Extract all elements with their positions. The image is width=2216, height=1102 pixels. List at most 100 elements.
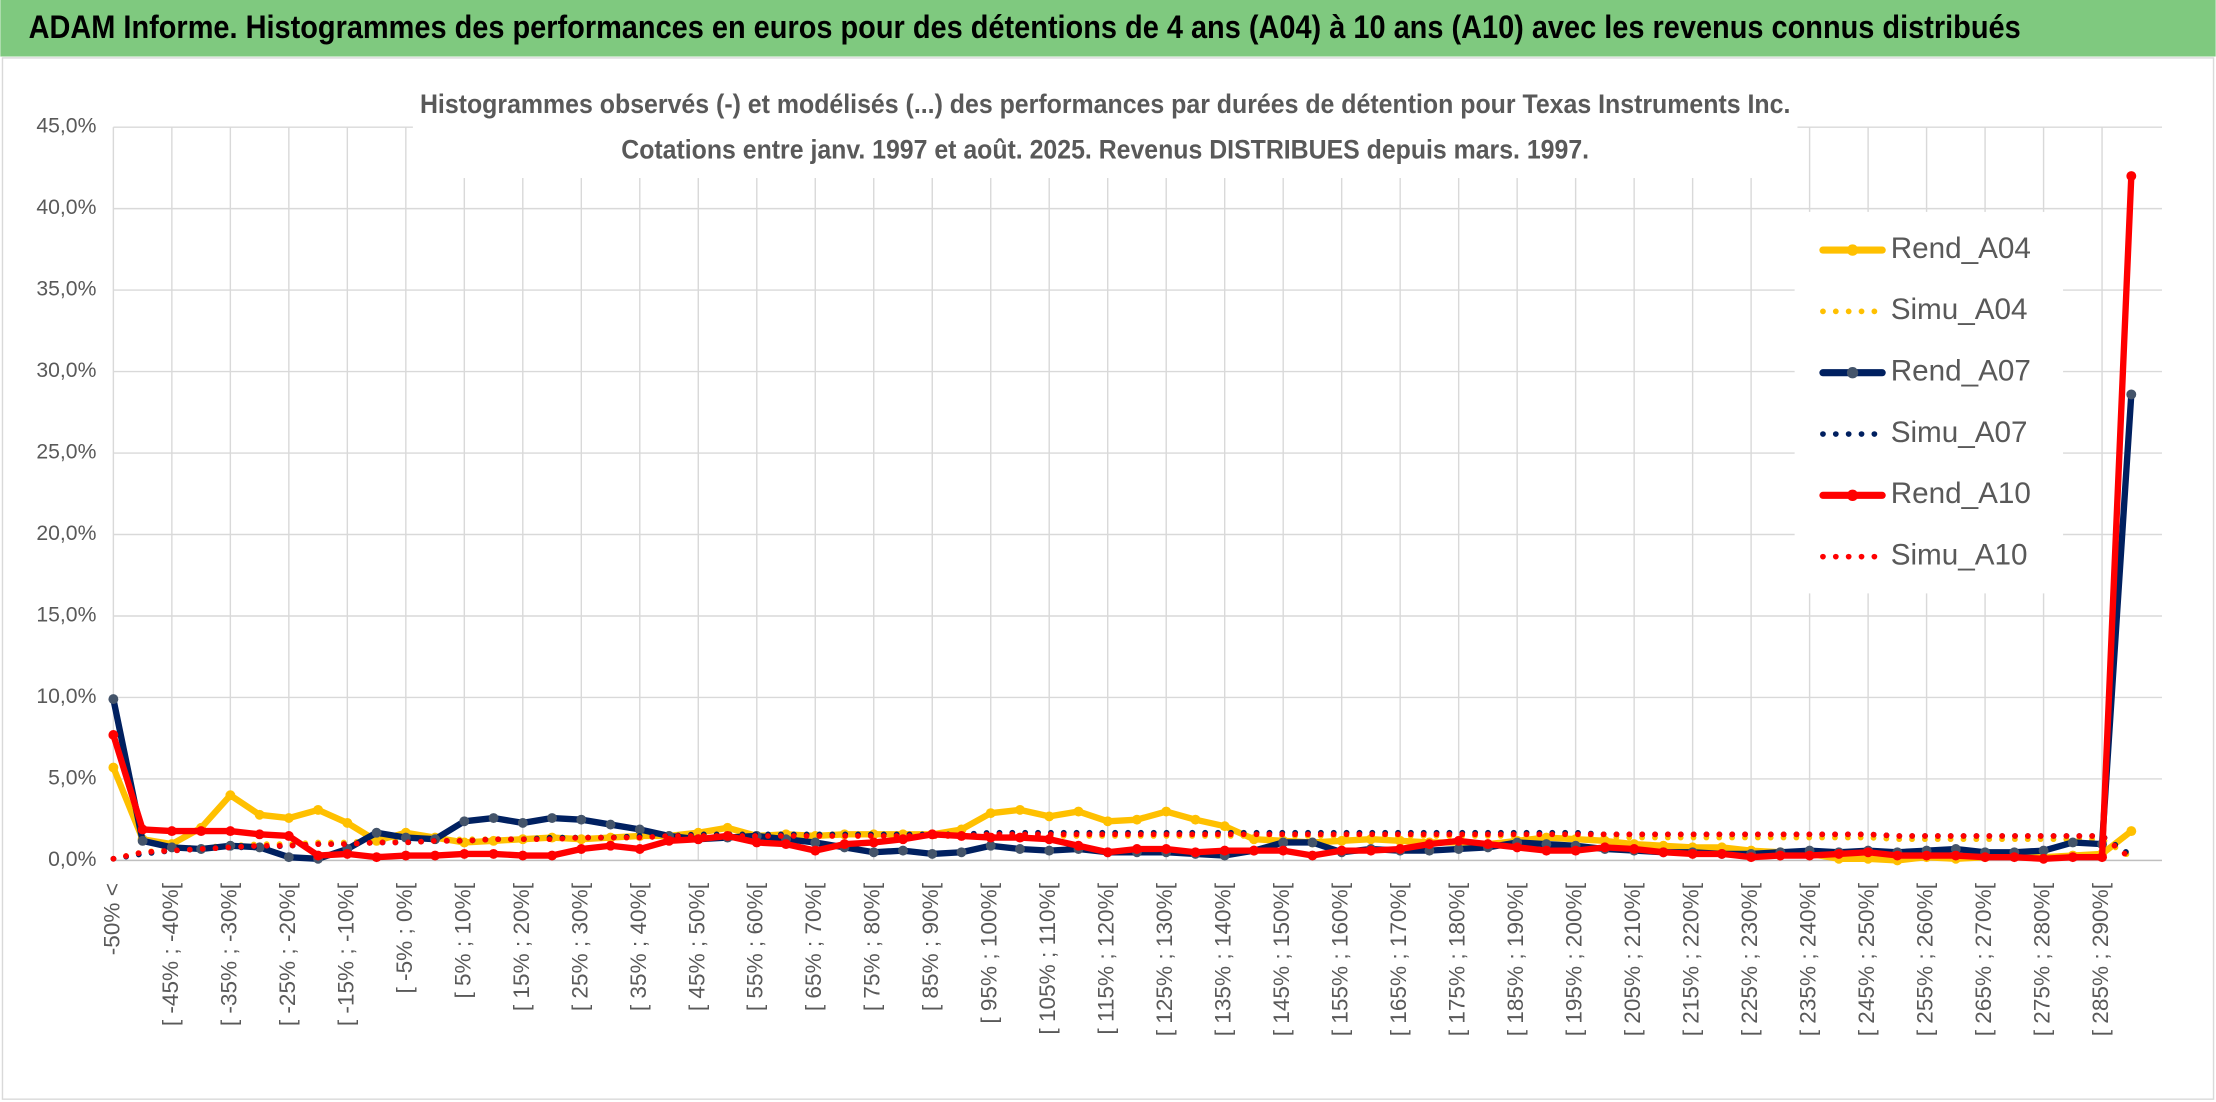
point: [313, 850, 324, 861]
point: [283, 813, 294, 823]
x-tick-label: [ -5% ; 0%[: [392, 882, 417, 993]
x-tick-label: [ 55% ; 60%[: [743, 882, 768, 1011]
legend-marker: [1846, 367, 1859, 379]
point: [1132, 814, 1142, 825]
point: [1658, 847, 1669, 858]
x-tick-label: [ 185% ; 190%[: [1503, 882, 1528, 1036]
point: [576, 834, 587, 845]
x-tick-label: [ 75% ; 80%[: [860, 882, 885, 1011]
y-tick-label: 15,0%: [36, 604, 96, 627]
point: [781, 839, 791, 850]
point: [1190, 847, 1201, 858]
point: [868, 847, 879, 858]
point: [1453, 844, 1464, 854]
x-tick-label: [ -45% ; -40%[: [158, 882, 183, 1026]
point: [839, 839, 850, 850]
x-tick-label: [ 125% ; 130%[: [1152, 882, 1177, 1036]
x-tick-label: [ 85% ; 90%[: [918, 882, 943, 1011]
point: [1395, 844, 1406, 854]
plot: 0,0% 5,0% 10,0% 15,0% 20,0% 25,0% 30,0% 35,0% 40…: [36, 115, 2162, 1036]
legend-label: Rend_A04: [1891, 232, 2031, 265]
point: [137, 824, 148, 835]
y-tick-label: 40,0%: [36, 196, 96, 219]
x-tick-label: [ 105% ; 110%[: [1035, 882, 1060, 1034]
point: [1336, 835, 1347, 846]
point: [1424, 839, 1435, 850]
point: [576, 814, 587, 825]
point: [371, 827, 382, 838]
title-bar: [0, 0, 2216, 57]
point: [1950, 850, 1961, 861]
point: [225, 826, 236, 837]
point: [547, 813, 557, 823]
point: [1044, 845, 1055, 856]
point: [1102, 847, 1113, 858]
y-tick-label: 10,0%: [36, 685, 96, 708]
point: [1248, 845, 1259, 856]
chart-subtitle: Cotations entre janv. 1997 et août. 2025…: [621, 134, 1589, 164]
page-title: ADAM Informe. Histogrammes des performan…: [29, 9, 2021, 45]
point: [2067, 852, 2078, 863]
point: [1278, 837, 1289, 848]
point: [2038, 853, 2049, 864]
point: [196, 826, 207, 837]
point: [1161, 844, 1172, 854]
y-tick-label: 20,0%: [36, 522, 96, 545]
point: [1775, 850, 1786, 861]
point: [1044, 811, 1055, 822]
point: [108, 762, 119, 773]
x-tick-label: [ 95% ; 100%[: [977, 882, 1002, 1023]
point: [1015, 844, 1025, 854]
legend-label: Rend_A07: [1891, 355, 2031, 388]
point: [1219, 821, 1230, 832]
point: [2067, 837, 2078, 848]
point: [371, 852, 382, 863]
point: [1716, 848, 1727, 859]
x-tick-label: [ 115% ; 120%[: [1094, 882, 1119, 1034]
model-line: [110, 831, 2135, 862]
point: [1863, 847, 1874, 858]
point: [1892, 850, 1903, 861]
point: [1833, 848, 1844, 859]
point: [898, 845, 908, 856]
x-tick-label: [ 195% ; 200%[: [1562, 882, 1587, 1036]
x-tick-label: [ 165% ; 170%[: [1386, 882, 1411, 1036]
x-tick-label: [ -15% ; -10%[: [333, 882, 358, 1026]
point: [605, 840, 616, 851]
point: [605, 819, 616, 830]
point: [956, 847, 967, 858]
point: [2038, 845, 2049, 856]
point: [1512, 842, 1523, 853]
point: [517, 817, 528, 828]
point: [371, 835, 382, 846]
point: [985, 840, 996, 851]
observed-line: [110, 172, 2135, 862]
point: [2126, 826, 2137, 837]
point: [1599, 842, 1610, 853]
point: [254, 829, 265, 840]
subtitle-box: [412, 84, 1798, 179]
point: [254, 842, 265, 853]
legend-label: Rend_A10: [1891, 477, 2031, 510]
point: [751, 837, 762, 848]
x-tick-label: [ 225% ; 230%[: [1737, 882, 1762, 1036]
point: [1073, 840, 1084, 851]
point: [1015, 804, 1025, 815]
x-tick-label: [ 265% ; 270%[: [1971, 882, 1996, 1036]
x-tick-label: [ 205% ; 210%[: [1620, 882, 1645, 1036]
point: [1102, 816, 1113, 827]
point: [400, 850, 411, 861]
x-tick-label: [ 215% ; 220%[: [1679, 882, 1704, 1036]
point: [1746, 852, 1757, 863]
point: [693, 834, 704, 845]
y-tick-label: 45,0%: [36, 115, 96, 138]
legend-label: Simu_A04: [1891, 293, 2028, 326]
point: [137, 835, 148, 846]
point: [2126, 389, 2137, 400]
point: [868, 837, 879, 848]
legend-box: [1794, 211, 2064, 594]
point: [2009, 852, 2020, 863]
legend-marker: [1846, 489, 1859, 501]
y-tick-label: 0,0%: [48, 848, 96, 871]
point: [1570, 845, 1581, 856]
